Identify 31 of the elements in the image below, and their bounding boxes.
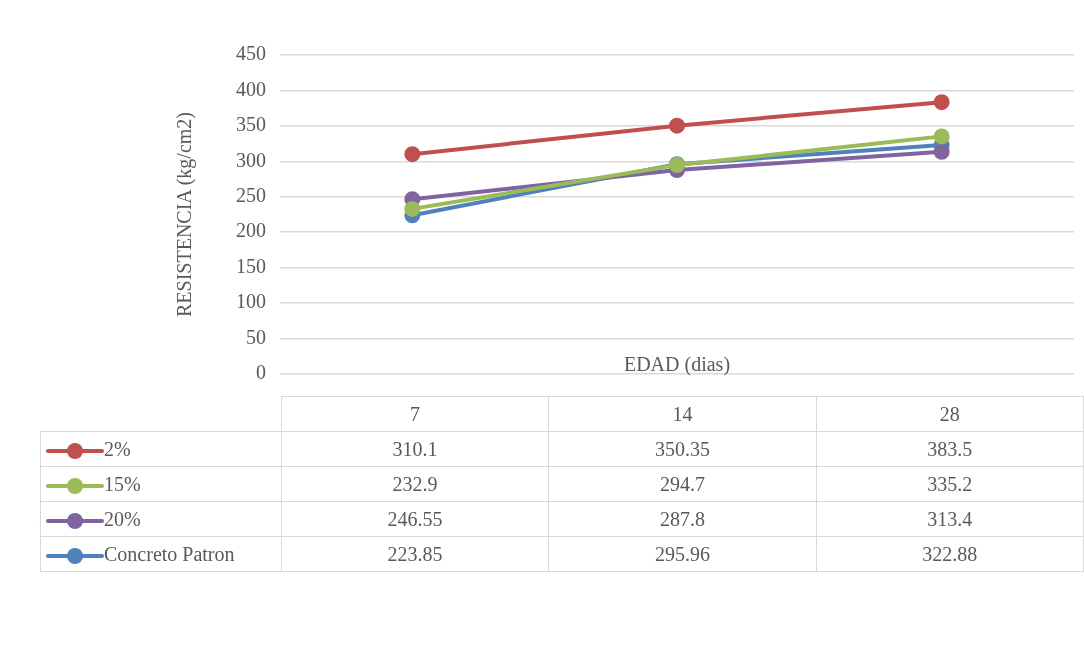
y-tick-label: 100: [236, 290, 266, 313]
data-label: 350.35: [548, 431, 817, 467]
legend-label: Concreto Patron: [104, 542, 235, 565]
x-axis-title: EDAD (dias): [623, 353, 731, 377]
y-tick-label: 150: [236, 254, 266, 277]
data-label: 287.8: [548, 501, 817, 537]
data-label: 295.96: [548, 536, 817, 572]
x-tick-label: 7: [281, 396, 549, 432]
data-label: 383.5: [816, 431, 1084, 467]
y-tick-label: 250: [236, 184, 266, 207]
y-tick-label: 350: [236, 113, 266, 136]
data-label: 322.88: [816, 536, 1084, 572]
data-label: 223.85: [281, 536, 549, 572]
y-axis-title: RESISTENCIA (kg/cm2): [173, 112, 197, 317]
y-tick-label: 450: [236, 42, 266, 65]
legend-label: 20%: [104, 507, 141, 530]
data-label: 313.4: [816, 501, 1084, 537]
x-tick-label: 14: [548, 396, 817, 432]
x-tick-label: 28: [816, 396, 1084, 432]
y-tick-label: 50: [246, 325, 266, 348]
data-label: 294.7: [548, 466, 817, 502]
legend-label: 15%: [104, 472, 141, 495]
data-label: 246.55: [281, 501, 549, 537]
legend-label: 2%: [104, 437, 131, 460]
y-tick-label: 300: [236, 148, 266, 171]
y-tick-label: 0: [256, 361, 266, 384]
data-label: 232.9: [281, 466, 549, 502]
data-label: 335.2: [816, 466, 1084, 502]
data-label: 310.1: [281, 431, 549, 467]
y-tick-label: 200: [236, 219, 266, 242]
y-tick-label: 400: [236, 77, 266, 100]
